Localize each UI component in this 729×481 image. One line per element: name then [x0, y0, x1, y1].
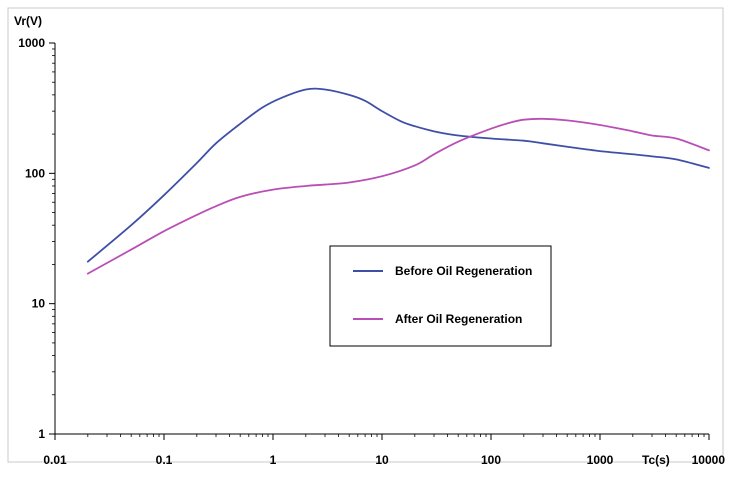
y-tick-label: 10	[32, 297, 46, 311]
x-axis-label: Tc(s)	[642, 453, 670, 467]
x-tick-label: 10	[375, 453, 389, 467]
y-tick-label: 100	[25, 166, 45, 180]
x-tick-label: 0.1	[156, 453, 173, 467]
x-tick-label: 0.01	[43, 453, 67, 467]
legend-label: Before Oil Regeneration	[395, 264, 532, 278]
legend-box	[329, 245, 552, 347]
series-line-after	[86, 117, 710, 275]
y-axis-label: Vr(V)	[14, 14, 42, 28]
series-line-before	[86, 87, 710, 263]
y-tick-label: 1000	[18, 36, 45, 50]
x-tick-label: 1	[270, 453, 277, 467]
y-tick-label: 1	[38, 427, 45, 441]
axes: 1 10 100 1000 0.01 0.1 1 10 100 1000 10000 Vr(V) Tc(…	[14, 14, 725, 467]
legend-label: After Oil Regeneration	[395, 312, 522, 326]
series-layer	[86, 87, 710, 275]
x-tick-label: 1000	[587, 453, 614, 467]
x-tick-label: 10000	[692, 453, 726, 467]
legend: Before Oil Regeneration After Oil Regener…	[329, 245, 552, 347]
chart-frame	[7, 7, 724, 463]
x-tick-label: 100	[481, 453, 501, 467]
